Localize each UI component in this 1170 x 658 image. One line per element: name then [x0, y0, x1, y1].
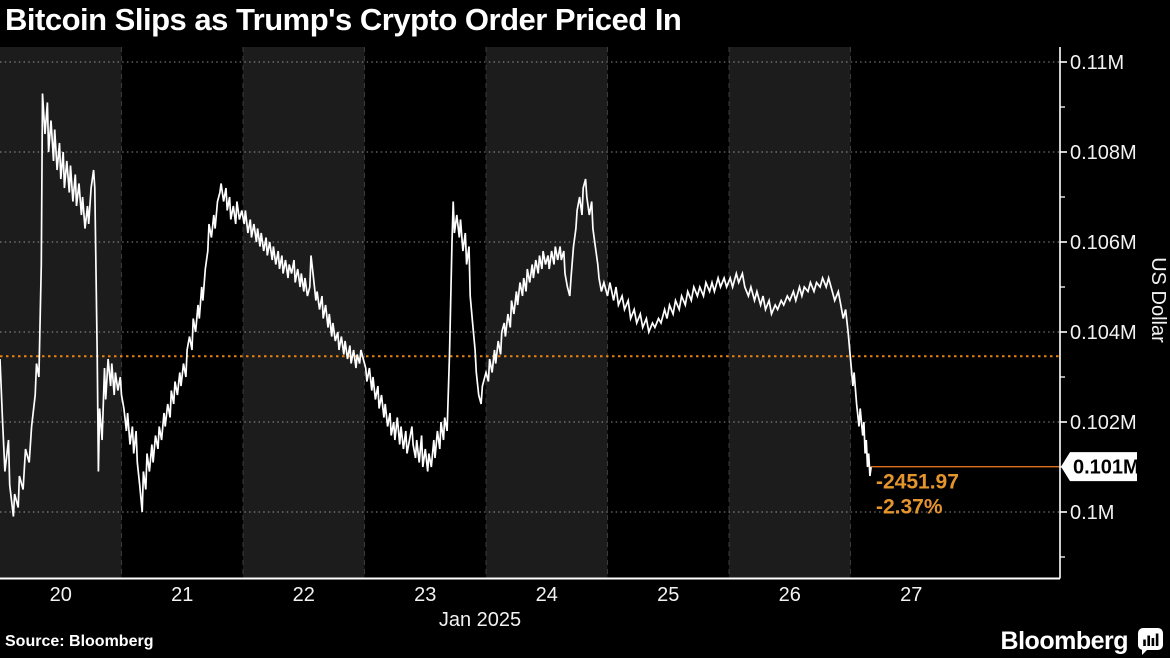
x-tick-label: 24	[536, 584, 558, 606]
x-axis-caption: Jan 2025	[439, 609, 521, 631]
last-price-tag-label: 0.101M	[1073, 457, 1140, 479]
day-band	[850, 47, 1060, 579]
change-absolute: -2451.97	[876, 471, 959, 494]
y-tick-label: 0.104M	[1070, 322, 1137, 344]
y-tick-label: 0.102M	[1070, 412, 1137, 434]
x-tick-label: 27	[900, 584, 922, 606]
y-tick-label: 0.11M	[1070, 52, 1124, 74]
day-band	[729, 47, 851, 579]
x-tick-label: 21	[171, 584, 193, 606]
y-axis-ticks: 0.11M 0.108M 0.106M 0.104M 0.102M 0.1M	[1060, 52, 1137, 558]
change-annotation: -2451.97-2.37%	[876, 471, 959, 519]
day-band	[0, 47, 122, 579]
y-tick-label: 0.108M	[1070, 142, 1137, 164]
day-bands	[0, 47, 1060, 579]
bloomberg-logo-icon	[1138, 628, 1163, 655]
change-percent: -2.37%	[876, 496, 943, 519]
day-band	[121, 47, 243, 579]
day-band	[364, 47, 486, 579]
day-separators	[121, 47, 851, 578]
price-series-line	[0, 93, 873, 517]
day-band	[243, 47, 365, 579]
x-tick-label: 23	[414, 584, 436, 606]
y-tick-label: 0.1M	[1070, 502, 1114, 524]
brand-lockup: Bloomberg	[1001, 626, 1164, 656]
chart-title: Bitcoin Slips as Trump's Crypto Order Pr…	[5, 2, 682, 37]
x-tick-label: 26	[779, 584, 801, 606]
y-axis-title: US Dollar	[1147, 257, 1169, 343]
source-label: Source: Bloomberg	[5, 633, 154, 650]
x-tick-label: 20	[50, 584, 72, 606]
last-price-tag: 0.101M	[1061, 452, 1140, 482]
last-price-tag-shape	[1061, 452, 1137, 482]
x-axis-labels: 20 21 22 23 24 25 26 27 Jan 2025	[50, 584, 923, 631]
x-tick-label: 25	[657, 584, 679, 606]
y-tick-label: 0.106M	[1070, 232, 1137, 254]
brand-wordmark: Bloomberg	[1000, 626, 1129, 655]
x-tick-label: 22	[293, 584, 315, 606]
day-band	[486, 47, 608, 579]
